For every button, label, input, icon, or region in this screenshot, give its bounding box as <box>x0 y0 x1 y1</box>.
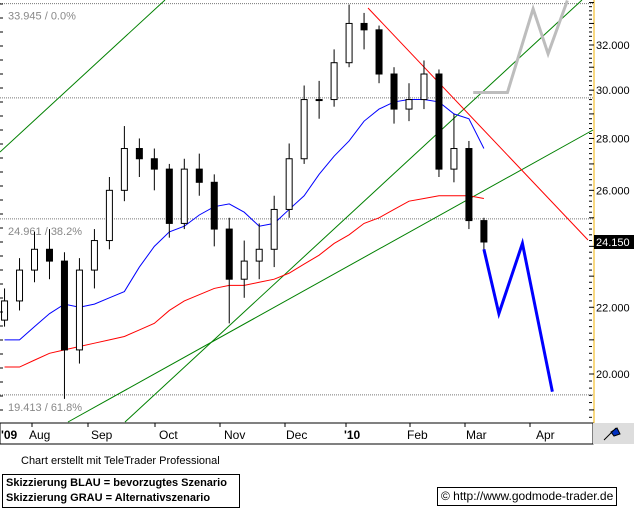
candle-body <box>450 148 458 170</box>
x-label-09: '09 <box>1 428 18 442</box>
candle-body <box>420 73 428 101</box>
candle-body <box>135 148 143 160</box>
fib-level-label: 19.413 / 61.8% <box>8 402 82 414</box>
candle-body <box>480 220 488 243</box>
trend-line <box>0 0 166 153</box>
candle-body <box>240 260 248 280</box>
candle-body <box>180 168 188 224</box>
credit-text: Chart erstellt mit TeleTrader Profession… <box>21 455 220 467</box>
last-price-label: 24.150 <box>596 237 630 249</box>
x-label-mar: Mar <box>466 428 487 442</box>
fib-level-label: 33.945 / 0.0% <box>8 11 76 23</box>
candle-body <box>75 269 83 351</box>
candle-body <box>90 240 98 271</box>
last-price-box <box>594 235 634 250</box>
draw-tool-icon <box>603 427 621 441</box>
candle-body <box>165 168 173 224</box>
candle-body <box>405 99 413 110</box>
candle-body <box>375 29 383 75</box>
scenario-gray-line <box>473 0 569 94</box>
scenario-legend: Skizzierung BLAU = bevorzugtes Szenario … <box>2 474 240 508</box>
legend-gray: Skizzierung GRAU = Alternativszenario <box>6 492 211 504</box>
y-tick-label: 30.000 <box>596 85 630 97</box>
candle-body <box>390 73 398 110</box>
y-tick-label: 26.000 <box>596 185 630 197</box>
candle-body <box>345 22 353 64</box>
candle-body <box>435 73 443 170</box>
candle-body <box>45 248 53 262</box>
plot-area <box>0 0 593 423</box>
y-tick-label: 22.000 <box>596 302 630 314</box>
ma-short-line <box>4 99 485 341</box>
fib-level-label: 24.961 / 38.2% <box>8 226 82 238</box>
y-tick-label: 20.000 <box>596 369 630 381</box>
candle-body <box>255 248 263 262</box>
candle-body <box>225 228 233 280</box>
x-label-nov: Nov <box>224 428 246 442</box>
price-chart: 33.945 / 0.0% 24.961 / 38.2% 19.413 / 61.8… <box>0 0 634 445</box>
x-label-apr: Apr <box>536 428 555 442</box>
x-label-aug: Aug <box>29 428 51 442</box>
candle-body <box>360 22 368 31</box>
candle-body <box>1 300 9 321</box>
candle-body <box>105 189 113 242</box>
trend-line <box>124 0 583 423</box>
copyright-link[interactable]: © http://www.godmode-trader.de <box>437 487 618 506</box>
scenario-blue-line <box>482 237 554 393</box>
candle-body <box>330 62 338 101</box>
x-label-sep: Sep <box>91 428 113 442</box>
candle-body <box>120 148 128 191</box>
candle-body <box>465 148 473 222</box>
x-label-oct: Oct <box>159 428 178 442</box>
candle-body <box>31 248 38 271</box>
candle-body <box>150 158 158 170</box>
y-tick-label: 32.000 <box>596 40 630 52</box>
legend-blue: Skizzierung BLAU = bevorzugtes Szenario <box>6 477 227 489</box>
trend-line <box>67 129 594 423</box>
candle-body <box>270 208 278 250</box>
x-label-dec: Dec <box>286 428 308 442</box>
x-label-feb: Feb <box>407 428 428 442</box>
candle-body <box>60 260 68 351</box>
trend-line <box>367 7 589 241</box>
y-tick-label: 28.000 <box>596 133 630 145</box>
candle-body <box>195 168 203 183</box>
candle-body <box>315 99 323 102</box>
candle-body <box>210 181 218 230</box>
candle-body <box>300 99 308 160</box>
y-axis-area <box>594 0 634 423</box>
x-label-10: '10 <box>344 428 361 442</box>
candle-body <box>285 158 293 210</box>
candle-body <box>16 269 24 302</box>
